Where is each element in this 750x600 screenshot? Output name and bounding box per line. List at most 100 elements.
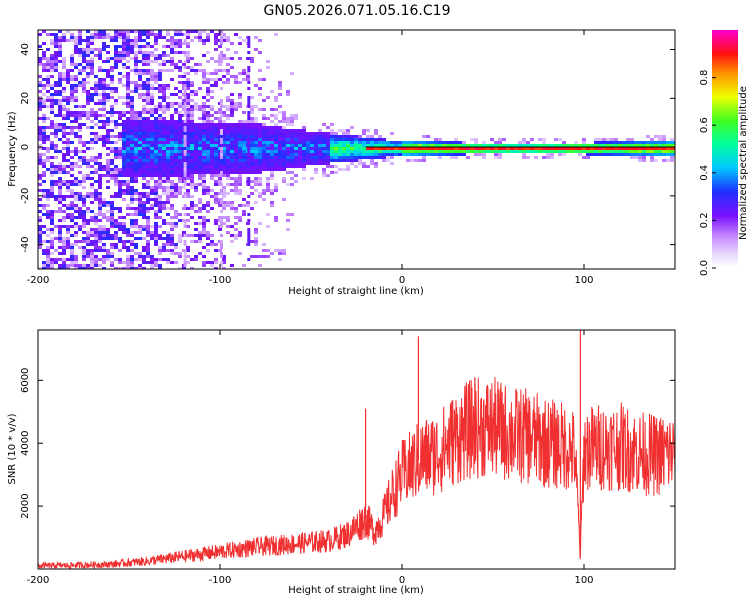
spectrogram-cell	[146, 222, 150, 225]
spectrogram-cell	[214, 219, 218, 222]
spectrogram-cell	[62, 99, 66, 102]
spectrogram-cell	[298, 135, 302, 138]
spectrogram-cell	[150, 264, 154, 267]
spectrogram-cell	[122, 111, 126, 114]
spectrogram-cell	[114, 234, 118, 237]
spectrogram-cell	[194, 30, 198, 33]
spectrogram-cell	[122, 63, 126, 66]
spectrogram-cell	[66, 180, 70, 183]
spectrogram-cell	[166, 159, 170, 162]
spectrogram-cell	[46, 57, 50, 60]
spectrogram-cell	[82, 249, 86, 252]
spectrogram-cell	[70, 195, 74, 198]
spectrogram-cell	[150, 177, 154, 180]
spectrogram-cell	[150, 99, 154, 102]
spectrogram-streak-cell	[183, 264, 187, 267]
spectrogram-cell	[50, 165, 54, 168]
spectrogram-cell	[282, 126, 286, 129]
spectrogram-cell	[162, 147, 166, 150]
spectrogram-cell	[274, 108, 278, 111]
spectrogram-cell	[290, 129, 294, 132]
spectrogram-cell	[418, 147, 422, 150]
spectrogram-cell	[650, 150, 654, 153]
spectrogram-cell	[142, 63, 146, 66]
spectrogram-cell	[158, 120, 162, 123]
spectrogram-cell	[358, 144, 362, 147]
spectrogram-cell	[70, 243, 74, 246]
spectrogram-cell	[142, 60, 146, 63]
spectrogram-cell	[502, 138, 506, 141]
spectrogram-cell	[82, 111, 86, 114]
spectrogram-cell	[38, 99, 42, 102]
spectrogram-cell	[214, 84, 218, 87]
spectrogram-cell	[246, 72, 250, 75]
spectrogram-cell	[190, 138, 194, 141]
spectrogram-cell	[114, 36, 118, 39]
spectrogram-cell	[162, 111, 166, 114]
spectrogram-cell	[310, 147, 314, 150]
spectrogram-cell	[194, 147, 198, 150]
spectrogram-cell	[210, 138, 214, 141]
spectrogram-cell	[114, 57, 118, 60]
spectrogram-cell	[110, 225, 114, 228]
spectrogram-cell	[542, 150, 546, 153]
spectrogram-cell	[386, 150, 390, 153]
spectrogram-cell	[162, 54, 166, 57]
spectrogram-cell	[74, 153, 78, 156]
spectrogram-cell	[202, 78, 206, 81]
spectrogram-cell	[170, 114, 174, 117]
spectrogram-cell	[50, 246, 54, 249]
spectrogram-streak-cell	[220, 264, 223, 267]
spectrogram-streak-cell	[247, 162, 251, 165]
spectrogram-cell	[70, 258, 74, 261]
spectrogram-cell	[106, 234, 110, 237]
spectrogram-cell	[430, 147, 434, 150]
spectrogram-cell	[146, 159, 150, 162]
spectrogram-cell	[58, 264, 62, 267]
spectrogram-cell	[74, 99, 78, 102]
spectrogram-cell	[166, 168, 170, 171]
spectrogram-cell	[94, 234, 98, 237]
spectrogram-cell	[98, 246, 102, 249]
spectrogram-streak-cell	[247, 240, 251, 243]
spectrogram-cell	[126, 264, 130, 267]
spectrogram-cell	[130, 48, 134, 51]
spectrogram-cell	[86, 63, 90, 66]
spectrogram-cell	[142, 111, 146, 114]
spectrogram-cell	[122, 174, 126, 177]
spectrogram-cell	[282, 249, 286, 252]
spectrogram-cell	[450, 141, 454, 144]
spectrogram-cell	[170, 129, 174, 132]
spectrogram-cell	[554, 150, 558, 153]
spectrogram-cell	[250, 147, 254, 150]
spectrogram-cell	[146, 207, 150, 210]
spectrogram-cell	[174, 135, 178, 138]
spectrogram-cell	[86, 60, 90, 63]
spectrogram-cell	[74, 135, 78, 138]
spectrogram-cell	[282, 132, 286, 135]
spectrogram-cell	[286, 141, 290, 144]
spectrogram-cell	[270, 126, 274, 129]
spectrogram-cell	[214, 150, 218, 153]
spectrogram-cell	[258, 156, 262, 159]
spectrogram-cell	[146, 183, 150, 186]
spectrogram-cell	[46, 261, 50, 264]
spectrogram-cell	[130, 234, 134, 237]
spectrogram-cell	[42, 63, 46, 66]
spectrogram-cell	[290, 144, 294, 147]
spectrogram-cell	[190, 120, 194, 123]
spectrogram-cell	[266, 60, 270, 63]
spectrogram-cell	[206, 117, 210, 120]
spectrogram-cell	[242, 150, 246, 153]
spectrogram-cell	[130, 90, 134, 93]
spectrogram-cell	[278, 168, 282, 171]
spectrogram-cell	[214, 33, 218, 36]
spectrogram-cell	[202, 186, 206, 189]
spectrogram-cell	[358, 150, 362, 153]
spectrogram-cell	[90, 132, 94, 135]
spectrogram-cell	[70, 150, 74, 153]
spectrogram-streak-cell	[220, 243, 223, 246]
spectrogram-cell	[250, 144, 254, 147]
spectrogram-cell	[206, 120, 210, 123]
spectrogram-cell	[158, 225, 162, 228]
